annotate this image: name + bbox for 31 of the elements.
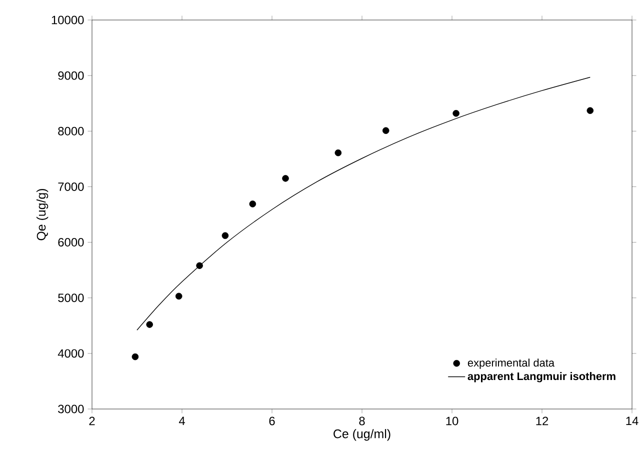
point [222,232,229,240]
point [132,353,139,360]
y-tick-label: 8000 [58,126,84,136]
point [452,110,460,117]
y-tick-label: 3000 [58,404,84,414]
point [175,292,182,300]
x-tick-label: 10 [446,416,458,426]
y-tick-label: 6000 [58,238,84,247]
point [249,200,256,208]
y-tick-label: 9000 [58,71,84,80]
y-tick-label: 4000 [58,349,84,358]
legend-label: experimental data [468,358,555,369]
y-tick-label: 5000 [58,294,84,302]
point [196,262,203,270]
x-tick-label: 8 [359,416,365,426]
point [146,321,153,328]
x-tick-label: 2 [89,416,95,426]
x-tick-label: 6 [269,416,275,426]
line-series [136,76,591,330]
x-tick-label: 12 [536,416,548,426]
x-tick-label: 14 [626,416,638,425]
x-axis-title: Ce (ug/ml) [334,429,390,441]
y-tick-label: 7000 [58,182,84,191]
point [282,174,289,182]
legend-label: apparent Langmuir isotherm [468,372,616,382]
y-axis-title: Qe (ug/g) [36,188,48,240]
point [586,107,594,114]
x-tick-label: 4 [178,416,185,425]
y-tick-label: 10000 [52,16,84,24]
point [382,127,390,134]
point [334,149,342,156]
